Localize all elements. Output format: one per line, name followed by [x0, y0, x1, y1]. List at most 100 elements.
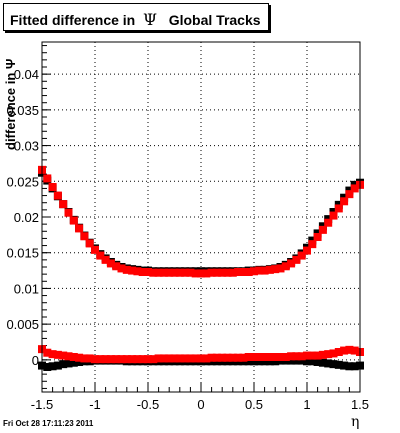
title-text-after: Global Tracks — [168, 12, 261, 28]
data-point — [329, 349, 338, 358]
timestamp-footer: Fri Oct 28 17:11:23 2011 — [3, 419, 94, 428]
data-point — [122, 355, 131, 364]
data-point — [80, 354, 89, 363]
data-point — [75, 358, 84, 366]
data-point — [149, 355, 158, 364]
chart-title: Fitted difference in Ψ Global Tracks — [10, 10, 261, 29]
data-point — [154, 354, 163, 363]
data-point — [313, 358, 322, 366]
data-point — [228, 268, 237, 277]
data-point — [138, 268, 147, 276]
data-point — [292, 356, 301, 365]
data-point — [281, 262, 290, 271]
title-box: Fitted difference in Ψ Global Tracks — [3, 3, 269, 31]
data-point — [244, 353, 253, 361]
data-point — [101, 255, 110, 264]
data-point — [80, 232, 89, 241]
y-tick-label: 0.01 — [14, 281, 39, 296]
data-point — [53, 350, 62, 359]
grid — [42, 42, 360, 392]
x-tick-label: -0.5 — [137, 397, 159, 412]
data-point — [308, 240, 317, 249]
data-point — [350, 346, 359, 355]
data-point — [133, 355, 142, 364]
data-point — [64, 208, 73, 217]
data-point — [276, 353, 285, 361]
data-point — [255, 266, 264, 275]
data-point — [64, 352, 73, 361]
y-tick-label: 0.015 — [6, 246, 39, 261]
data-point — [191, 269, 200, 278]
data-point — [144, 355, 152, 364]
data-point — [260, 266, 269, 275]
data-point — [250, 353, 258, 361]
x-tick-label: -1.5 — [31, 397, 53, 412]
data-point — [223, 353, 232, 362]
data-point — [239, 268, 248, 276]
data-point — [218, 353, 227, 362]
data-point — [106, 355, 115, 364]
psi-symbol: Ψ — [143, 10, 158, 29]
data-point — [202, 269, 211, 278]
data-point — [207, 268, 216, 277]
y-axis-label: difference in Ψ — [3, 58, 18, 150]
data-point — [59, 360, 68, 369]
data-point — [271, 353, 280, 361]
data-point — [175, 268, 184, 277]
data-point — [48, 362, 57, 371]
data-point — [207, 353, 216, 362]
data-point — [154, 268, 163, 277]
data-point — [43, 174, 52, 183]
data-point — [318, 358, 327, 367]
data-point — [318, 225, 327, 234]
data-point — [53, 361, 62, 370]
data-point — [250, 267, 258, 276]
data-point — [149, 268, 158, 277]
data-point — [265, 265, 274, 274]
data-point — [91, 245, 99, 254]
data-point — [324, 359, 333, 368]
data-point — [170, 268, 179, 277]
data-point — [345, 190, 354, 199]
data-point — [75, 224, 84, 233]
data-point — [96, 355, 105, 364]
x-tick-label: 0 — [197, 397, 204, 412]
data-point — [212, 353, 221, 362]
data-point — [340, 197, 349, 206]
data-point — [260, 357, 269, 366]
data-point — [303, 351, 311, 360]
data-point — [287, 352, 296, 361]
y-tick-label: 0.025 — [6, 174, 39, 189]
data-point — [292, 352, 301, 361]
tick-labels: -1.5 -1 -0.5 0 0.5 1 1.5 0 0.005 0.01 0.015 0.02 0.0… — [6, 67, 369, 412]
data-point — [265, 357, 274, 366]
data-point — [340, 346, 349, 355]
data-point — [234, 353, 243, 362]
data-point — [202, 354, 211, 363]
data-point — [313, 233, 322, 241]
data-point — [165, 354, 174, 363]
data-point — [234, 268, 243, 276]
data-point — [128, 266, 137, 275]
data-point — [271, 265, 280, 274]
data-point — [106, 259, 115, 268]
x-axis-label: η — [351, 414, 360, 430]
data-point — [334, 360, 343, 369]
y-tick-label: 0 — [32, 353, 39, 368]
data-point — [128, 355, 137, 364]
data-point — [255, 357, 264, 366]
data-point — [324, 218, 333, 227]
data-point — [69, 358, 78, 367]
data-point — [59, 200, 68, 209]
data-point — [287, 356, 296, 365]
data-point — [292, 255, 301, 264]
data-point — [239, 353, 248, 362]
y-tick-label: 0.04 — [14, 67, 39, 82]
data-point — [181, 354, 190, 363]
data-point — [350, 362, 359, 371]
data-point — [69, 216, 78, 225]
data-point — [334, 204, 343, 213]
data-point — [260, 353, 269, 361]
data-point — [138, 355, 147, 364]
data-point — [48, 350, 57, 359]
